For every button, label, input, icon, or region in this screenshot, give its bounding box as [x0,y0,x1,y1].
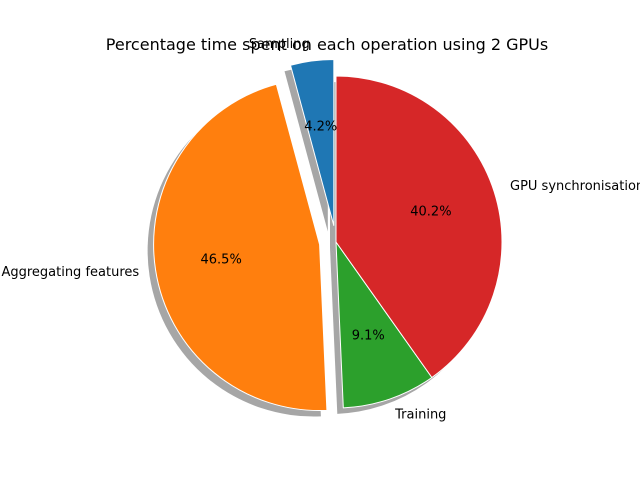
slice-gpu-synchronisation [335,75,503,379]
slice-percent-sampling: 4.2% [304,119,337,134]
slice-percent-training: 9.1% [352,329,385,344]
slice-percent-aggregating-features: 46.5% [201,252,242,267]
slice-layer [153,59,503,412]
slice-label-aggregating-features: Aggregating features [1,265,139,280]
slice-label-gpu-synchronisation: GPU synchronisation [510,179,640,194]
slice-sampling [290,59,335,227]
slice-aggregating-features [153,83,328,412]
slice-percent-gpu-synchronisation: 40.2% [410,204,451,219]
slice-label-training: Training [394,407,446,422]
slice-label-sampling: Sampling [249,37,310,52]
chart-title: Percentage time spent on each operation … [106,35,548,54]
label-layer: Sampling 4.2% Aggregating features 46.5% Tra… [1,37,640,422]
slice-training [335,241,433,409]
